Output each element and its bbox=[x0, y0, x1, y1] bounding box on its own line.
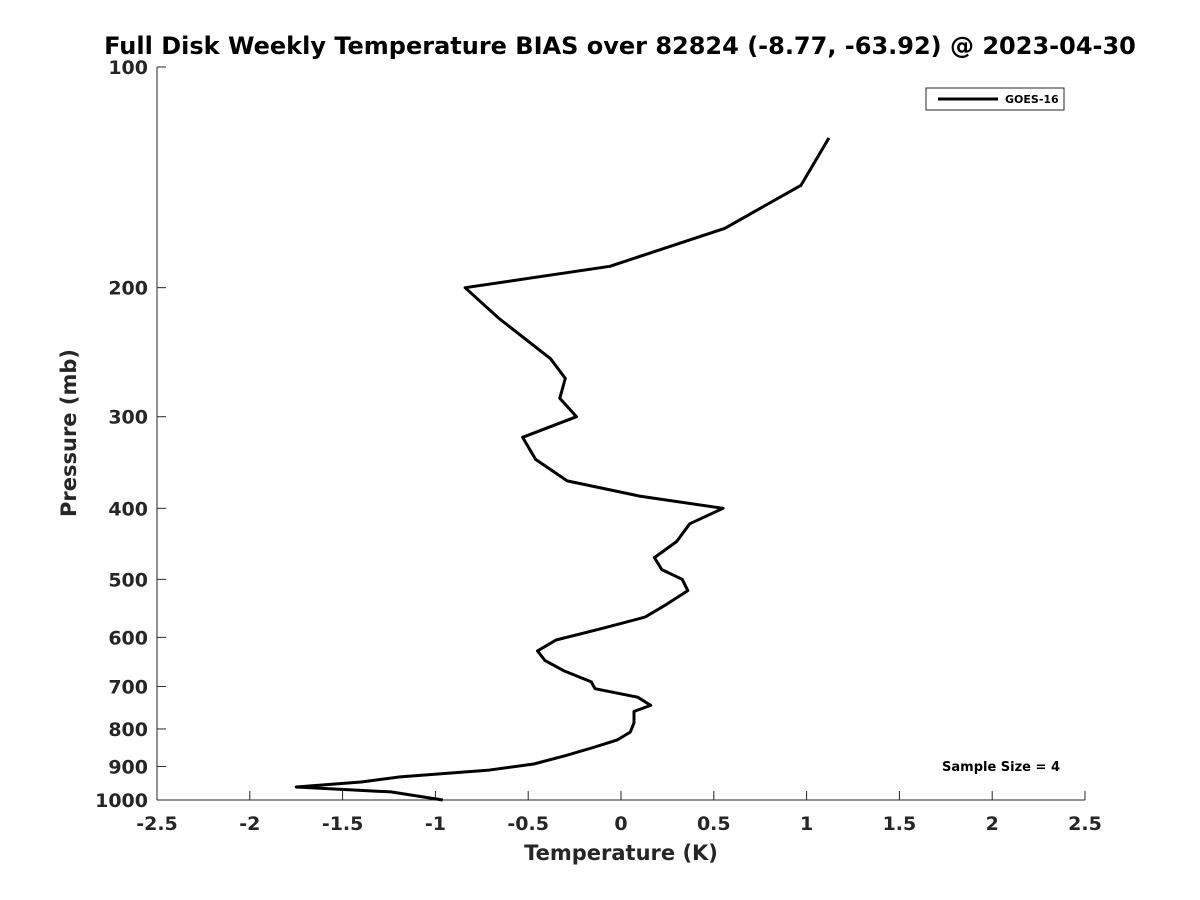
x-tick-label: 2 bbox=[986, 813, 999, 835]
x-tick-label: 1 bbox=[800, 813, 813, 835]
y-axis-label: Pressure (mb) bbox=[57, 349, 81, 517]
y-tick-label: 500 bbox=[108, 569, 148, 591]
x-axis-label: Temperature (K) bbox=[524, 841, 718, 865]
y-tick-label: 900 bbox=[108, 756, 148, 778]
x-tick-label: -2 bbox=[239, 813, 260, 835]
x-tick-label: -1 bbox=[425, 813, 446, 835]
y-tick-label: 200 bbox=[108, 278, 148, 300]
y-tick-label: 1000 bbox=[95, 790, 148, 812]
y-tick-label: 600 bbox=[108, 627, 148, 649]
chart-title: Full Disk Weekly Temperature BIAS over 8… bbox=[104, 32, 1136, 60]
series-line-goes-16 bbox=[294, 137, 831, 802]
x-tick-label: 0 bbox=[614, 813, 627, 835]
x-tick-label: 0.5 bbox=[697, 813, 731, 835]
series-layer bbox=[294, 137, 831, 802]
y-axis-ticks: 100 200 300 400 500 600 700 800 900 1000 bbox=[95, 57, 166, 812]
x-tick-label: 2.5 bbox=[1068, 813, 1102, 835]
sample-size-annotation: Sample Size = 4 bbox=[942, 760, 1060, 775]
legend-label-goes-16: GOES-16 bbox=[1005, 93, 1059, 106]
x-tick-label: -2.5 bbox=[136, 813, 178, 835]
x-tick-label: -1.5 bbox=[322, 813, 364, 835]
y-tick-label: 300 bbox=[108, 407, 148, 429]
x-tick-label: -0.5 bbox=[507, 813, 549, 835]
y-tick-label: 100 bbox=[108, 57, 148, 79]
legend: GOES-16 bbox=[925, 87, 1065, 111]
y-tick-label: 400 bbox=[108, 498, 148, 520]
y-tick-label: 700 bbox=[108, 676, 148, 698]
x-axis-ticks: -2.5 -2 -1.5 -1 -0.5 0 0.5 1 1.5 2 2.5 bbox=[136, 791, 1102, 835]
y-tick-label: 800 bbox=[108, 719, 148, 741]
x-tick-label: 1.5 bbox=[883, 813, 917, 835]
plot-area: -2.5 -2 -1.5 -1 -0.5 0 0.5 1 1.5 2 2.5 100 200 300 40… bbox=[95, 57, 1102, 835]
